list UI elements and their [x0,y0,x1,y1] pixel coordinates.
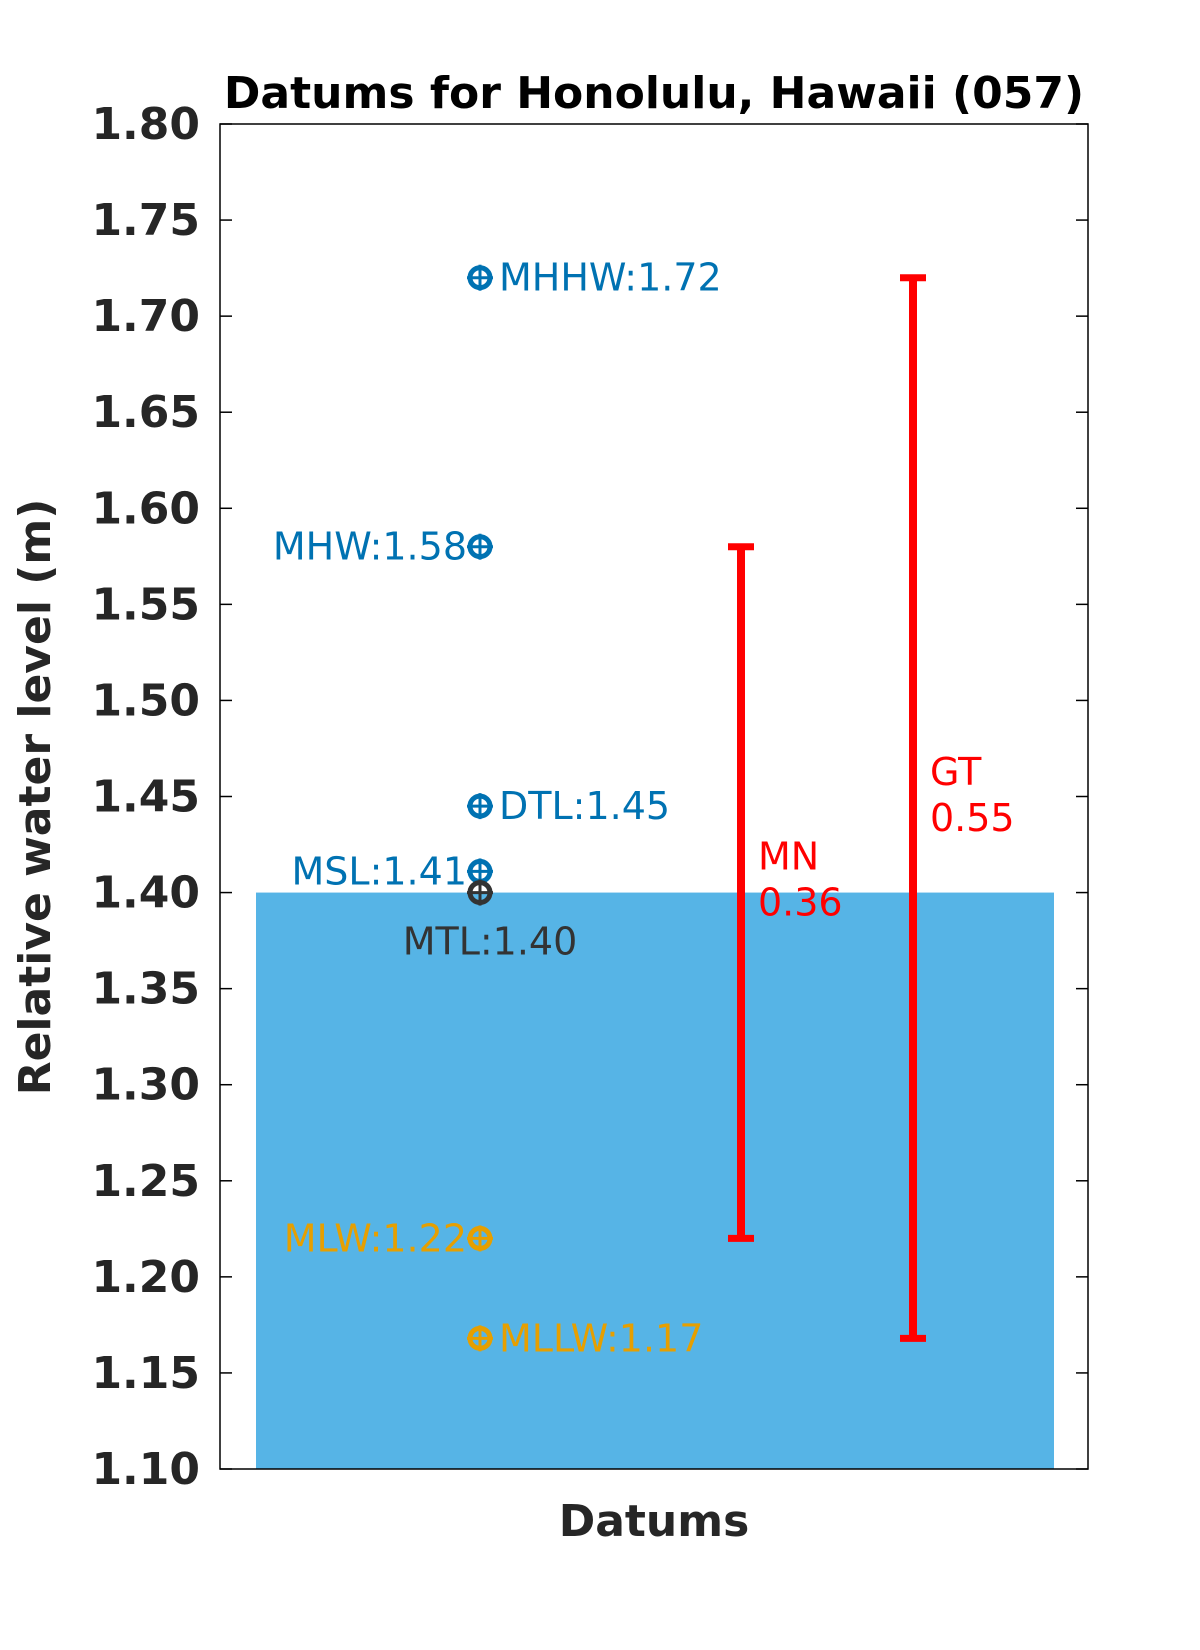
range-bars: MN0.36 GT0.55 [728,274,1015,1342]
y-tick-label: 1.15 [91,1348,200,1399]
y-tick-label: 1.35 [91,964,200,1015]
y-tick-label: 1.20 [91,1252,200,1303]
datum-label-mhhw: MHHW:1.72 [499,256,722,300]
range-label-mn: MN [758,835,819,879]
y-axis-ticks: 1.10 1.15 1.20 1.25 1.30 1.35 1.40 1.45 1.50 1.55… [91,99,1088,1495]
x-axis-label: Datums [559,1496,750,1547]
datum-label-mllw: MLLW:1.17 [499,1316,703,1360]
datum-label-mhw: MHW:1.58 [273,525,467,569]
y-tick-label: 1.60 [91,483,200,534]
datum-label-dtl: DTL:1.45 [499,784,670,828]
range-label-gt: GT [930,750,982,794]
datum-label-mlw: MLW:1.22 [284,1216,467,1260]
range-value-mn: 0.36 [758,881,843,925]
water-fill-area [256,892,1054,1469]
y-tick-label: 1.45 [91,772,200,823]
y-tick-label: 1.50 [91,675,200,726]
y-tick-label: 1.40 [91,868,200,919]
y-tick-label: 1.65 [91,387,200,438]
y-tick-label: 1.75 [91,195,200,246]
datum-markers: MHHW:1.72 MHW:1.58 DTL:1.45 MSL:1.41 MTL:1.4… [273,256,722,1361]
y-tick-label: 1.30 [91,1060,200,1111]
chart-title: Datums for Honolulu, Hawaii (057) [224,68,1084,119]
range-value-gt: 0.55 [930,796,1015,840]
datum-label-msl: MSL:1.41 [292,849,468,893]
y-tick-label: 1.80 [91,99,200,150]
datum-label-mtl: MTL:1.40 [403,920,578,964]
y-tick-label: 1.70 [91,291,200,342]
y-tick-label: 1.55 [91,579,200,630]
y-tick-label: 1.25 [91,1156,200,1207]
y-axis-label: Relative water level (m) [10,499,61,1096]
y-tick-label: 1.10 [91,1444,200,1495]
